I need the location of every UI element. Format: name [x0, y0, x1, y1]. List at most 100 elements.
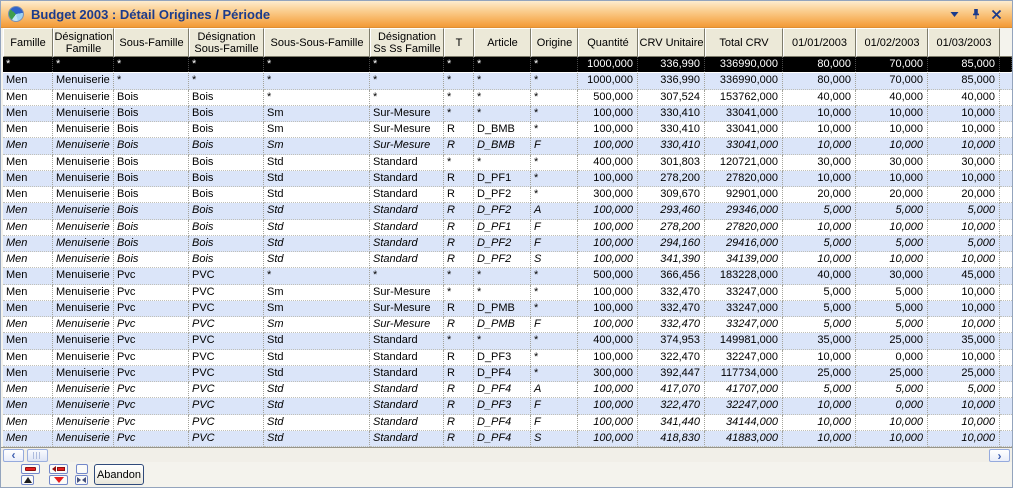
cell-m-01-02-2003[interactable]: 5,000 — [856, 317, 928, 334]
table-row[interactable]: Men Menuiserie Pvc PVC Sm Sur-Mesure * * * 100,00… — [3, 284, 1012, 301]
cell-crv-unitaire[interactable]: 332,470 — [638, 300, 705, 317]
cell-quantite[interactable]: 100,000 — [578, 317, 638, 334]
cell-designation-famille[interactable]: Menuiserie — [53, 430, 114, 447]
cell-designation-famille[interactable]: Menuiserie — [53, 333, 114, 350]
cell-designation-sous-famille[interactable]: PVC — [189, 284, 264, 301]
cell-sous-famille[interactable]: * — [114, 57, 189, 73]
cell-total-crv[interactable]: 33247,000 — [705, 300, 783, 317]
cell-m-01-03-2003[interactable]: 5,000 — [928, 235, 1000, 252]
cell-m-01-01-2003[interactable]: 10,000 — [783, 122, 856, 139]
cell-total-crv[interactable]: 117734,000 — [705, 365, 783, 382]
cell-sous-famille[interactable]: Pvc — [114, 349, 189, 366]
cell-m-01-01-2003[interactable]: 10,000 — [783, 349, 856, 366]
cell-designation-ss-ss-famille[interactable]: Standard — [370, 430, 444, 447]
cell-article[interactable]: D_PF2 — [474, 187, 531, 204]
cell-origine[interactable]: * — [531, 284, 578, 301]
cell-m-01-01-2003[interactable]: 10,000 — [783, 430, 856, 447]
cell-sous-sous-famille[interactable]: Sm — [264, 284, 370, 301]
cell-origine[interactable]: F — [531, 398, 578, 415]
cell-origine[interactable]: * — [531, 170, 578, 187]
cell-total-crv[interactable]: 33041,000 — [705, 122, 783, 139]
cell-designation-ss-ss-famille[interactable]: Standard — [370, 414, 444, 431]
cell-origine[interactable]: * — [531, 365, 578, 382]
cell-origine[interactable]: * — [531, 300, 578, 317]
cell-designation-ss-ss-famille[interactable]: Sur-Mesure — [370, 317, 444, 334]
cell-m-01-03-2003[interactable]: 10,000 — [928, 414, 1000, 431]
cell-t[interactable]: R — [444, 187, 474, 204]
cell-designation-famille[interactable]: Menuiserie — [53, 187, 114, 204]
cell-origine[interactable]: * — [531, 57, 578, 73]
cell-crv-unitaire[interactable]: 309,670 — [638, 187, 705, 204]
column-header-m-01-02-2003[interactable]: 01/02/2003 — [856, 28, 928, 57]
cell-m-01-02-2003[interactable]: 10,000 — [856, 430, 928, 447]
cell-t[interactable]: R — [444, 252, 474, 269]
cell-m-01-02-2003[interactable]: 5,000 — [856, 203, 928, 220]
cell-designation-famille[interactable]: Menuiserie — [53, 122, 114, 139]
window-menu-button[interactable] — [946, 6, 963, 22]
cell-sous-sous-famille[interactable]: Std — [264, 430, 370, 447]
table-row[interactable]: Men Menuiserie Pvc PVC Std Standard R D_PF3 * 100… — [3, 349, 1012, 366]
cell-sous-famille[interactable]: Pvc — [114, 398, 189, 415]
cell-famille[interactable]: Men — [3, 219, 53, 236]
cell-m-01-01-2003[interactable]: 40,000 — [783, 89, 856, 106]
cell-designation-famille[interactable]: Menuiserie — [53, 170, 114, 187]
cell-quantite[interactable]: 400,000 — [578, 333, 638, 350]
cell-total-crv[interactable]: 92901,000 — [705, 187, 783, 204]
cell-m-01-01-2003[interactable]: 5,000 — [783, 203, 856, 220]
table-row[interactable]: Men Menuiserie Bois Bois Sm Sur-Mesure * * * 100,… — [3, 105, 1012, 122]
cell-crv-unitaire[interactable]: 322,470 — [638, 398, 705, 415]
table-row[interactable]: Men Menuiserie Pvc PVC Std Standard R D_PF4 F 100… — [3, 414, 1012, 431]
cell-article[interactable]: * — [474, 333, 531, 350]
cell-quantite[interactable]: 500,000 — [578, 89, 638, 106]
cell-m-01-02-2003[interactable]: 40,000 — [856, 89, 928, 106]
cell-crv-unitaire[interactable]: 341,390 — [638, 252, 705, 269]
cell-total-crv[interactable]: 33247,000 — [705, 317, 783, 334]
cell-m-01-02-2003[interactable]: 10,000 — [856, 414, 928, 431]
cell-m-01-02-2003[interactable]: 10,000 — [856, 105, 928, 122]
column-header-quantite[interactable]: Quantité — [578, 28, 638, 57]
move-down-button[interactable] — [49, 475, 68, 485]
cell-m-01-02-2003[interactable]: 70,000 — [856, 73, 928, 90]
cell-designation-ss-ss-famille[interactable]: Standard — [370, 349, 444, 366]
cell-sous-famille[interactable]: Bois — [114, 138, 189, 155]
cell-quantite[interactable]: 100,000 — [578, 219, 638, 236]
cell-t[interactable]: R — [444, 138, 474, 155]
cell-article[interactable]: * — [474, 89, 531, 106]
cell-article[interactable]: * — [474, 154, 531, 171]
cell-m-01-03-2003[interactable]: 10,000 — [928, 219, 1000, 236]
cell-total-crv[interactable]: 29416,000 — [705, 235, 783, 252]
cell-total-crv[interactable]: 183228,000 — [705, 268, 783, 285]
cell-quantite[interactable]: 100,000 — [578, 105, 638, 122]
cell-famille[interactable]: Men — [3, 365, 53, 382]
cell-article[interactable]: D_PF3 — [474, 398, 531, 415]
cell-designation-ss-ss-famille[interactable]: Standard — [370, 187, 444, 204]
cell-sous-famille[interactable]: Bois — [114, 122, 189, 139]
cell-quantite[interactable]: 100,000 — [578, 414, 638, 431]
cell-sous-sous-famille[interactable]: Std — [264, 170, 370, 187]
cell-crv-unitaire[interactable]: 374,953 — [638, 333, 705, 350]
cell-quantite[interactable]: 100,000 — [578, 284, 638, 301]
table-row[interactable]: Men Menuiserie * * * * * * * 1000,000 336,990 33699… — [3, 73, 1012, 90]
cell-t[interactable]: R — [444, 170, 474, 187]
table-row[interactable]: Men Menuiserie Pvc PVC Std Standard R D_PF4 * 300… — [3, 365, 1012, 382]
cell-t[interactable]: R — [444, 235, 474, 252]
cell-designation-sous-famille[interactable]: PVC — [189, 317, 264, 334]
table-row[interactable]: Men Menuiserie Bois Bois * * * * * 500,000 307,524… — [3, 89, 1012, 106]
cell-t[interactable]: R — [444, 122, 474, 139]
cell-designation-famille[interactable]: Menuiserie — [53, 89, 114, 106]
move-up-button[interactable] — [21, 475, 34, 485]
cell-crv-unitaire[interactable]: 417,070 — [638, 382, 705, 399]
cell-t[interactable]: * — [444, 268, 474, 285]
cell-t[interactable]: R — [444, 349, 474, 366]
cell-sous-sous-famille[interactable]: Std — [264, 414, 370, 431]
cell-famille[interactable]: Men — [3, 349, 53, 366]
cell-sous-famille[interactable]: * — [114, 73, 189, 90]
cell-m-01-02-2003[interactable]: 10,000 — [856, 170, 928, 187]
cell-m-01-01-2003[interactable]: 5,000 — [783, 317, 856, 334]
cell-designation-famille[interactable]: * — [53, 57, 114, 73]
cell-sous-famille[interactable]: Bois — [114, 235, 189, 252]
cell-t[interactable]: R — [444, 203, 474, 220]
cell-quantite[interactable]: 100,000 — [578, 138, 638, 155]
cell-famille[interactable]: Men — [3, 187, 53, 204]
cell-designation-ss-ss-famille[interactable]: * — [370, 57, 444, 73]
